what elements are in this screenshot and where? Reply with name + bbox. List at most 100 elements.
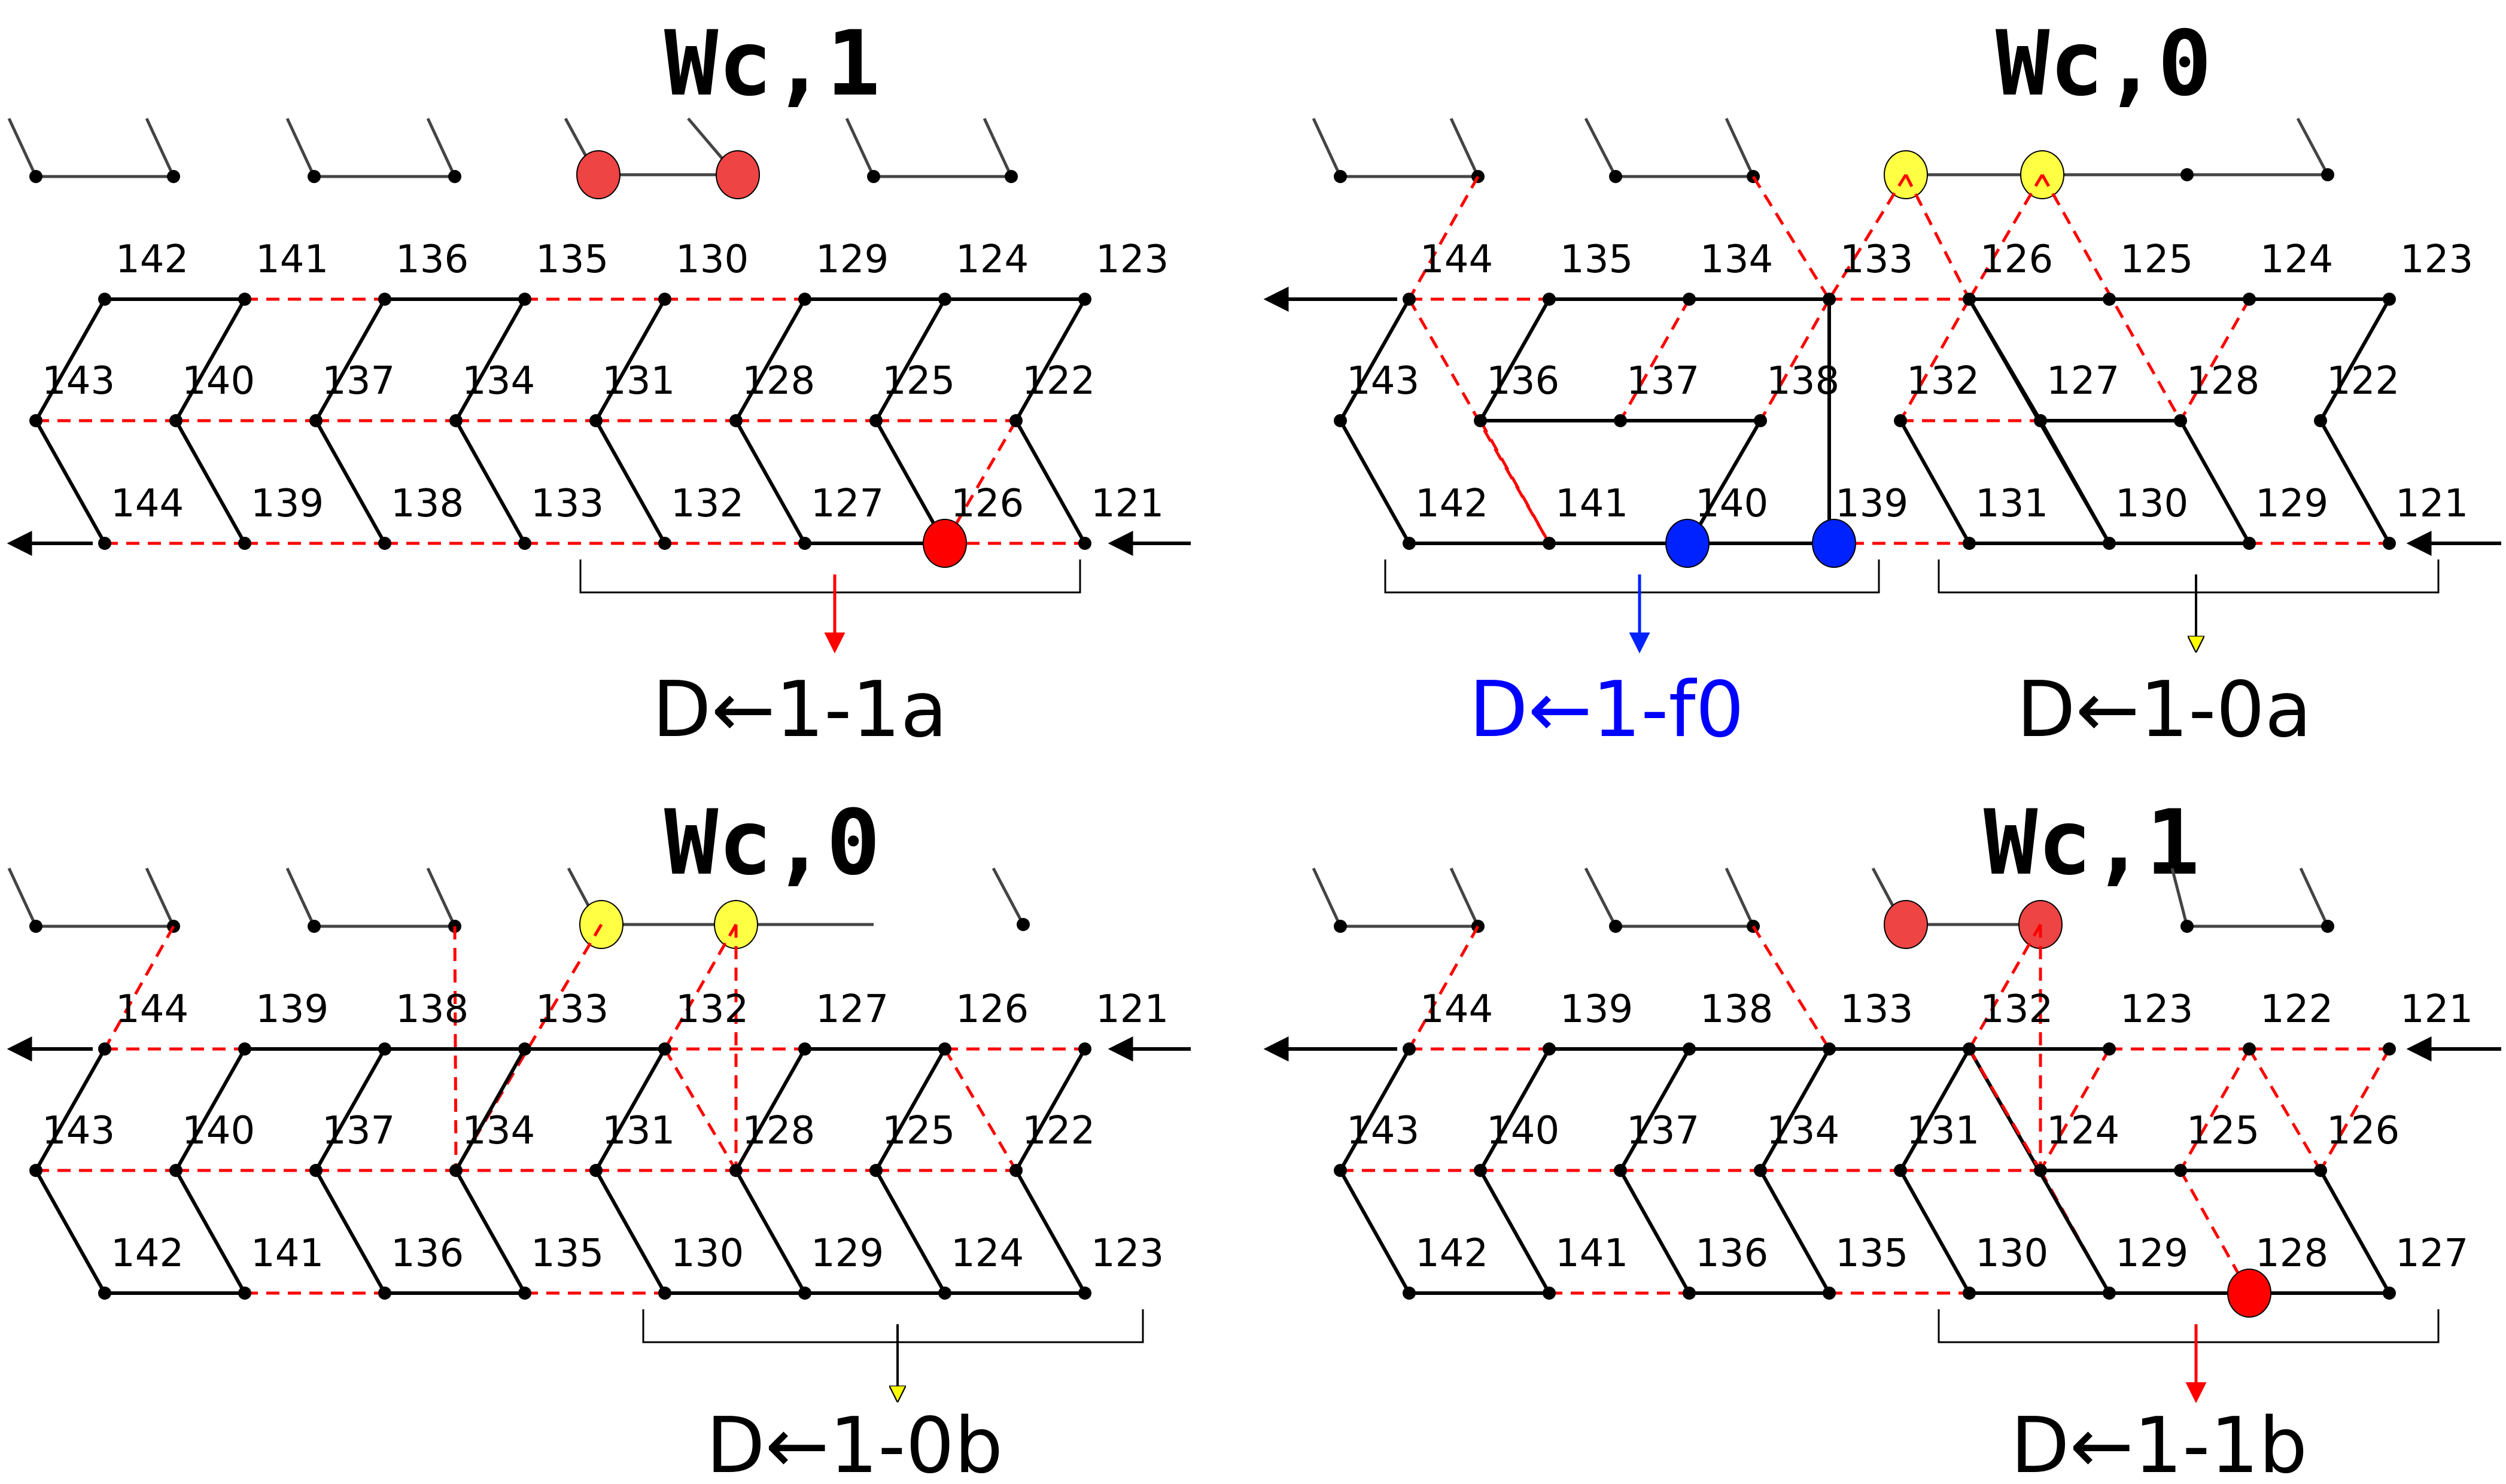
atom [309, 1164, 323, 1177]
panel-top-right: 144 135 134 133 126 125 124 123 143 136 137 138 132 1… [1263, 117, 2501, 653]
atom [2383, 1042, 2396, 1056]
rail-atom [29, 920, 42, 933]
atom-label: 122 [1022, 1109, 1095, 1153]
solid-bond [1759, 1048, 1831, 1172]
atom-label: 127 [816, 987, 889, 1032]
rail-atom [1609, 920, 1622, 933]
atom-label: 127 [2046, 359, 2119, 403]
solid-bond [1014, 298, 1087, 422]
atom-label: 135 [1560, 238, 1633, 282]
solid-bond [314, 1048, 387, 1172]
atom-label: 125 [882, 1109, 955, 1153]
atom [1823, 1042, 1836, 1056]
atom-label: 126 [951, 482, 1024, 526]
atom [658, 293, 671, 306]
atom-label: 130 [676, 238, 749, 282]
atom-label: 123 [2120, 987, 2193, 1032]
rail-atom [2321, 168, 2334, 181]
atom [1823, 1287, 1836, 1300]
atom-label: 143 [42, 1109, 115, 1153]
atom-label: 136 [1486, 359, 1559, 403]
atom-label: 139 [251, 482, 324, 526]
atom [798, 293, 811, 306]
atom-label: 133 [1840, 238, 1913, 282]
solid-bond [1479, 1048, 1551, 1172]
solid-bond [314, 419, 387, 545]
solid-bond [874, 298, 947, 422]
dashed-bond [1759, 298, 1831, 422]
atom-label: 130 [2115, 482, 2188, 526]
rail-fragment [7, 117, 176, 178]
atom-label: 129 [811, 1231, 884, 1276]
atom [1543, 293, 1556, 306]
atom [238, 537, 251, 550]
atom [1683, 1287, 1696, 1300]
atom [98, 1287, 111, 1300]
solid-bond [1479, 1169, 1551, 1294]
atom-label: 134 [1766, 1109, 1839, 1153]
atom [2383, 537, 2396, 550]
defect-label-1-1b: D←1-1b [2011, 1401, 2307, 1484]
atom [169, 414, 183, 427]
dashed-bond [1904, 174, 1971, 300]
solid-bond [594, 298, 667, 422]
atom [1078, 1287, 1091, 1300]
atom-label: 136 [396, 238, 469, 282]
atom [2034, 414, 2047, 427]
atom [1963, 1287, 1976, 1300]
atom-label: 128 [2255, 1231, 2328, 1276]
solid-bond [174, 298, 247, 422]
rail-fragment [285, 867, 457, 928]
atom [869, 414, 883, 427]
atom [658, 1042, 671, 1056]
atom-label: 126 [2326, 1109, 2399, 1153]
atom-label: 126 [1980, 238, 2053, 282]
atom [2314, 414, 2327, 427]
atom [518, 1287, 531, 1300]
atom-label: 139 [1835, 482, 1908, 526]
atom-label: 135 [1835, 1231, 1908, 1276]
dashed-bond [2248, 1048, 2322, 1172]
atom [449, 1164, 463, 1177]
atom [1474, 414, 1487, 427]
atom-label: 123 [1096, 238, 1169, 282]
atom [2103, 1287, 2116, 1300]
dashed-bond [1967, 923, 2042, 1050]
rail-fragment [7, 867, 176, 928]
rail-atom [1334, 170, 1347, 183]
atom [2243, 1042, 2256, 1056]
solid-bond [34, 298, 107, 422]
atom [589, 414, 603, 427]
atom-label: 124 [2046, 1109, 2119, 1153]
rail-atom [1005, 170, 1018, 183]
atom-label: 144 [1420, 987, 1493, 1032]
atom-label: 130 [1975, 1231, 2048, 1276]
atom-label: 138 [1700, 987, 1773, 1032]
atom-label: 144 [115, 987, 188, 1032]
rail-fragment [1312, 117, 1480, 178]
atom [798, 537, 811, 550]
atom [1474, 1164, 1487, 1177]
atom-label: 142 [1415, 482, 1488, 526]
atom [1009, 414, 1023, 427]
atom-label: 136 [1695, 1231, 1768, 1276]
panel-bottom-right: 144 139 138 133 132 123 122 121 143 140 137 134 131 1… [1263, 867, 2501, 1403]
solid-bond [1014, 1169, 1087, 1294]
dashed-bond [2179, 298, 2251, 422]
defect-label-1-f0: D←1-f0 [1469, 665, 1744, 755]
atom [169, 1164, 183, 1177]
atom-label: 128 [742, 1109, 815, 1153]
atom [2383, 1287, 2396, 1300]
atom [938, 1042, 951, 1056]
solid-bond [1687, 419, 1762, 545]
panel-top-left: 142 141 136 135 130 129 124 123 143 140 137 134 131 1… [7, 117, 1191, 653]
atom-label: 125 [2120, 238, 2193, 282]
atom [378, 1287, 391, 1300]
atom-label: 124 [956, 238, 1029, 282]
atom [2034, 1164, 2047, 1177]
atom [29, 414, 42, 427]
rail-atom [448, 170, 461, 183]
atom [2243, 537, 2256, 550]
dashed-bond [1619, 298, 1691, 422]
dashed-bond [1751, 175, 1831, 300]
